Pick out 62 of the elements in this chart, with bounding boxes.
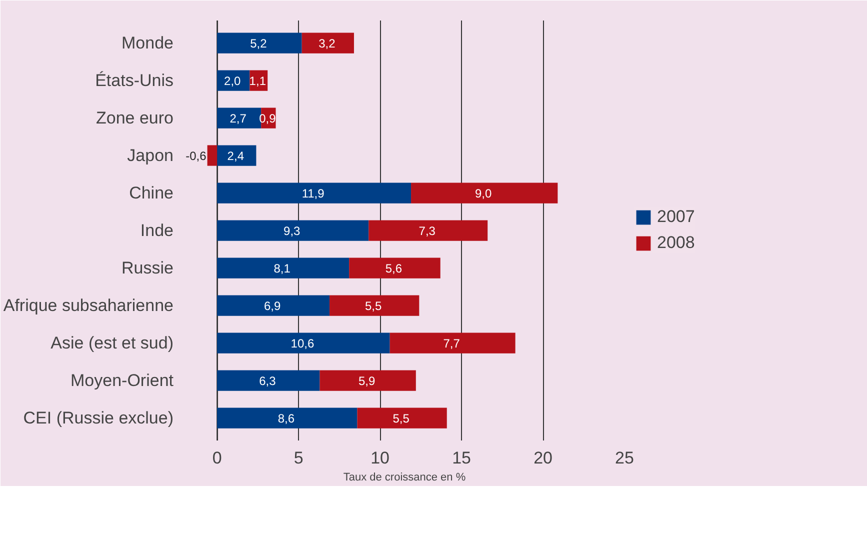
data-label: 9,3 xyxy=(284,224,301,238)
bar xyxy=(217,370,320,391)
y-tick-label: CEI (Russie exclue) xyxy=(23,408,174,428)
legend-label: 2007 xyxy=(657,207,695,227)
bar xyxy=(411,182,558,204)
bar xyxy=(217,108,262,128)
bar xyxy=(217,70,250,91)
legend-label: 2008 xyxy=(657,233,695,253)
bar xyxy=(217,182,412,204)
y-tick-label: Moyen-Orient xyxy=(70,371,174,390)
data-label: 2,7 xyxy=(230,112,247,126)
x-axis-title: Taux de croissance en % xyxy=(343,472,466,484)
bar xyxy=(330,295,420,316)
data-label: 6,3 xyxy=(259,374,276,388)
x-tick-label: 20 xyxy=(534,448,552,468)
y-tick-label: Afrique subsaharienne xyxy=(3,296,174,315)
bar xyxy=(217,332,390,354)
y-tick-label: Russie xyxy=(122,258,174,278)
y-tick-label: États-Unis xyxy=(95,71,174,90)
data-label: 9,0 xyxy=(475,186,492,200)
data-label: 5,6 xyxy=(385,262,402,276)
y-tick-label: Asie (est et sud) xyxy=(50,334,174,352)
x-tick-label: 15 xyxy=(452,448,472,468)
bar xyxy=(217,258,350,278)
x-tick-label: 10 xyxy=(370,448,390,468)
data-label: 5,5 xyxy=(392,412,410,426)
data-label: 5,5 xyxy=(365,299,382,313)
data-label: 10,6 xyxy=(290,336,314,350)
bar xyxy=(217,32,302,54)
bar xyxy=(357,408,447,428)
bar xyxy=(349,258,440,278)
data-label: 2,4 xyxy=(227,149,244,163)
bar xyxy=(217,295,330,316)
y-tick-label: Inde xyxy=(140,221,174,240)
bar xyxy=(217,220,369,241)
bar xyxy=(390,332,516,354)
bar xyxy=(368,220,488,241)
data-label: 5,9 xyxy=(358,374,376,388)
data-label: 11,9 xyxy=(302,186,325,200)
x-tick-label: 5 xyxy=(294,448,304,468)
bar xyxy=(217,145,256,166)
y-tick-label: Chine xyxy=(129,184,174,202)
bar xyxy=(302,32,354,54)
data-label: 7,7 xyxy=(443,336,460,350)
data-label: 5,2 xyxy=(250,36,268,50)
bar xyxy=(217,408,358,428)
data-label: 6,9 xyxy=(264,299,281,313)
data-label: -0,6 xyxy=(186,149,207,163)
x-tick-label: 0 xyxy=(212,448,222,468)
bar xyxy=(320,370,416,391)
data-label: 8,1 xyxy=(274,262,291,276)
x-tick-label: 25 xyxy=(615,448,634,468)
y-tick-label: Japon xyxy=(127,146,174,165)
bar xyxy=(207,145,218,166)
y-tick-label: Zone euro xyxy=(96,108,174,128)
bar xyxy=(250,70,268,91)
y-tick-label: Monde xyxy=(122,34,174,52)
data-label: 1,1 xyxy=(249,74,266,88)
data-label: 2,0 xyxy=(224,74,242,88)
data-label: 7,3 xyxy=(418,224,436,238)
data-label: 8,6 xyxy=(278,412,295,426)
data-label: 3,2 xyxy=(318,36,336,50)
